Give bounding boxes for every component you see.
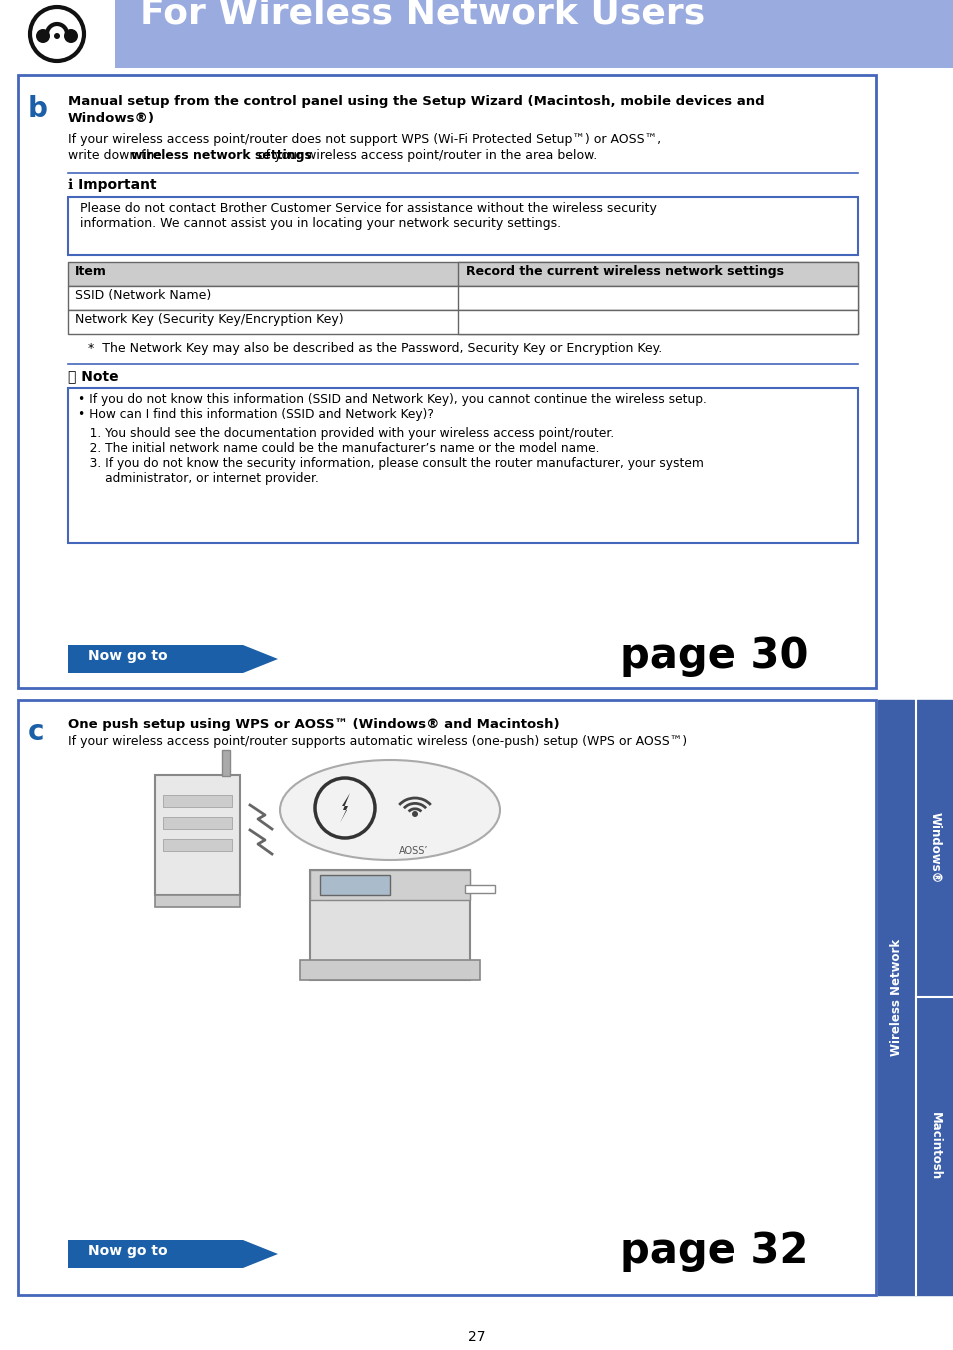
Bar <box>163 838 232 850</box>
Bar <box>457 286 857 310</box>
Text: Macintosh: Macintosh <box>927 1112 941 1180</box>
Text: 📝 Note: 📝 Note <box>68 369 118 383</box>
Text: Manual setup from the control panel using the Setup Wizard (Macintosh, mobile de: Manual setup from the control panel usin… <box>68 95 763 108</box>
Bar <box>222 751 230 776</box>
Polygon shape <box>243 645 277 674</box>
Circle shape <box>64 28 78 43</box>
Text: Now go to: Now go to <box>88 649 168 663</box>
Bar <box>68 286 857 310</box>
Text: Please do not contact Brother Customer Service for assistance without the wirele: Please do not contact Brother Customer S… <box>80 202 657 215</box>
Text: • If you do not know this information (SSID and Network Key), you cannot continu: • If you do not know this information (S… <box>78 393 706 406</box>
Text: Wireless Network: Wireless Network <box>889 938 902 1056</box>
Text: If your wireless access point/router does not support WPS (Wi-Fi Protected Setup: If your wireless access point/router doe… <box>68 134 660 146</box>
Text: AOSS’: AOSS’ <box>398 846 428 856</box>
Bar <box>299 960 479 980</box>
Text: c: c <box>28 718 45 747</box>
Text: administrator, or internet provider.: administrator, or internet provider. <box>78 472 318 485</box>
Circle shape <box>36 28 50 43</box>
Text: If your wireless access point/router supports automatic wireless (one-push) setu: If your wireless access point/router sup… <box>68 734 686 748</box>
Bar <box>68 387 857 543</box>
Bar <box>319 875 390 895</box>
Bar <box>310 869 470 900</box>
Text: ℹ Important: ℹ Important <box>68 178 156 192</box>
Bar <box>154 775 240 895</box>
Text: 27: 27 <box>468 1330 485 1345</box>
Bar <box>310 869 470 980</box>
Circle shape <box>54 32 60 39</box>
Bar <box>457 262 857 286</box>
Polygon shape <box>243 1241 277 1268</box>
Bar <box>0 0 953 68</box>
Text: *  The Network Key may also be described as the Password, Security Key or Encryp: * The Network Key may also be described … <box>88 342 661 355</box>
Bar <box>18 76 875 688</box>
Text: page 32: page 32 <box>619 1230 807 1272</box>
Ellipse shape <box>280 760 499 860</box>
Text: Network Key (Security Key/Encryption Key): Network Key (Security Key/Encryption Key… <box>75 313 343 325</box>
Text: of your wireless access point/router in the area below.: of your wireless access point/router in … <box>253 148 597 162</box>
Text: • How can I find this information (SSID and Network Key)?: • How can I find this information (SSID … <box>78 408 434 421</box>
Polygon shape <box>339 792 350 824</box>
Text: page 30: page 30 <box>619 634 807 676</box>
Text: 3. If you do not know the security information, please consult the router manufa: 3. If you do not know the security infor… <box>78 458 703 470</box>
Bar <box>68 1241 243 1268</box>
Text: 1. You should see the documentation provided with your wireless access point/rou: 1. You should see the documentation prov… <box>78 427 614 440</box>
Text: 2. The initial network name could be the manufacturer’s name or the model name.: 2. The initial network name could be the… <box>78 441 598 455</box>
Bar <box>163 795 232 807</box>
Text: Record the current wireless network settings: Record the current wireless network sett… <box>465 265 783 278</box>
Text: One push setup using WPS or AOSS™ (Windows® and Macintosh): One push setup using WPS or AOSS™ (Windo… <box>68 718 559 730</box>
Text: information. We cannot assist you in locating your network security settings.: information. We cannot assist you in loc… <box>80 217 560 230</box>
Text: wireless network settings: wireless network settings <box>131 148 312 162</box>
Bar <box>0 0 115 68</box>
Bar <box>163 817 232 829</box>
Bar <box>68 197 857 255</box>
Bar <box>457 310 857 333</box>
Bar <box>68 310 857 333</box>
Text: Now go to: Now go to <box>88 1243 168 1258</box>
Bar <box>18 701 875 1295</box>
Text: b: b <box>28 95 48 123</box>
Bar <box>877 701 953 1295</box>
Bar <box>68 645 243 674</box>
Text: Item: Item <box>75 265 107 278</box>
Text: write down the: write down the <box>68 148 166 162</box>
Circle shape <box>412 811 417 817</box>
Text: For Wireless Network Users: For Wireless Network Users <box>140 0 704 31</box>
Bar <box>464 886 495 892</box>
Text: SSID (Network Name): SSID (Network Name) <box>75 289 211 302</box>
Text: Windows®): Windows®) <box>68 112 154 126</box>
Bar <box>154 895 240 907</box>
Text: Windows®: Windows® <box>927 813 941 884</box>
Bar <box>68 262 857 286</box>
